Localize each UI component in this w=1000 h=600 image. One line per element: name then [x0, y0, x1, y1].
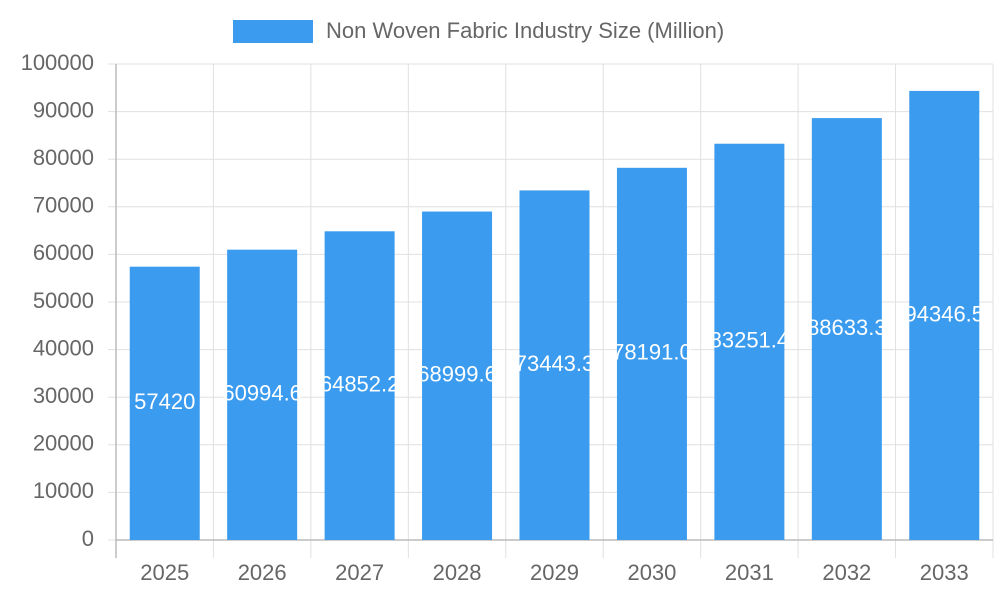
legend-swatch — [233, 20, 313, 43]
bar — [129, 266, 200, 540]
y-tick-label: 50000 — [33, 288, 94, 313]
data-label: 88633.3 — [807, 315, 887, 340]
data-label: 73443.3 — [515, 351, 595, 376]
bar — [422, 211, 493, 541]
bar — [227, 249, 298, 540]
y-tick-label: 80000 — [33, 145, 94, 170]
data-label: 64852.2 — [320, 371, 400, 396]
y-tick-label: 90000 — [33, 97, 94, 122]
x-tick-label: 2028 — [433, 560, 482, 585]
y-tick-label: 0 — [82, 526, 94, 551]
y-tick-label: 60000 — [33, 240, 94, 265]
x-tick-label: 2031 — [725, 560, 774, 585]
bar — [714, 143, 785, 541]
data-label: 83251.4 — [710, 328, 790, 353]
y-tick-label: 20000 — [33, 431, 94, 456]
y-tick-label: 30000 — [33, 383, 94, 408]
y-tick-label: 40000 — [33, 335, 94, 360]
data-label: 94346.5 — [905, 301, 985, 326]
x-tick-label: 2030 — [627, 560, 676, 585]
x-tick-label: 2032 — [822, 560, 871, 585]
bar — [909, 90, 980, 541]
x-tick-label: 2025 — [140, 560, 189, 585]
bar — [324, 231, 395, 540]
legend-label: Non Woven Fabric Industry Size (Million) — [326, 18, 724, 43]
x-tick-label: 2029 — [530, 560, 579, 585]
data-label: 60994.6 — [222, 381, 302, 406]
x-tick-label: 2033 — [920, 560, 969, 585]
bar — [519, 190, 590, 540]
x-tick-label: 2027 — [335, 560, 384, 585]
x-tick-label: 2026 — [238, 560, 287, 585]
y-tick-label: 100000 — [21, 50, 94, 75]
data-label: 57420 — [134, 389, 195, 414]
data-label: 68999.6 — [417, 362, 497, 387]
bar — [811, 118, 882, 540]
y-tick-label: 10000 — [33, 478, 94, 503]
data-label: 78191.0 — [612, 340, 692, 365]
bar — [616, 167, 687, 540]
y-tick-label: 70000 — [33, 193, 94, 218]
